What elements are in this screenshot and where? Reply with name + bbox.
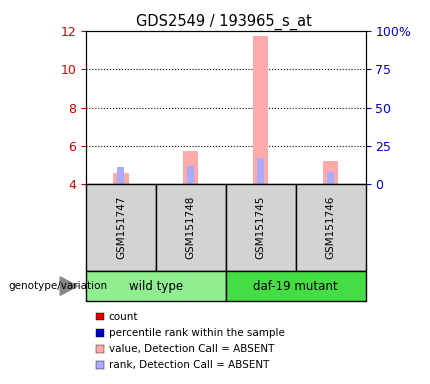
- Bar: [327, 172, 334, 184]
- Bar: [86, 184, 156, 271]
- Bar: [156, 184, 226, 271]
- Bar: [323, 161, 338, 184]
- Text: genotype/variation: genotype/variation: [9, 281, 108, 291]
- Bar: [257, 159, 264, 184]
- Text: count: count: [109, 312, 138, 322]
- Text: GSM151748: GSM151748: [186, 196, 196, 259]
- Bar: [253, 36, 268, 184]
- Text: daf-19 mutant: daf-19 mutant: [253, 280, 338, 293]
- Bar: [95, 345, 104, 353]
- Text: percentile rank within the sample: percentile rank within the sample: [109, 328, 285, 338]
- Bar: [95, 361, 104, 369]
- Text: rank, Detection Call = ABSENT: rank, Detection Call = ABSENT: [109, 360, 269, 370]
- Bar: [226, 184, 296, 271]
- Bar: [86, 271, 226, 301]
- Bar: [183, 151, 199, 184]
- Bar: [117, 167, 124, 184]
- Text: wild type: wild type: [129, 280, 183, 293]
- Text: GSM151747: GSM151747: [116, 196, 126, 259]
- Text: value, Detection Call = ABSENT: value, Detection Call = ABSENT: [109, 344, 274, 354]
- Bar: [226, 271, 366, 301]
- Bar: [113, 173, 129, 184]
- Text: GDS2549 / 193965_s_at: GDS2549 / 193965_s_at: [135, 13, 312, 30]
- Bar: [95, 313, 104, 320]
- Text: GSM151746: GSM151746: [326, 196, 335, 259]
- Bar: [95, 329, 104, 336]
- Text: GSM151745: GSM151745: [256, 196, 266, 259]
- Polygon shape: [60, 277, 77, 295]
- Bar: [296, 184, 366, 271]
- Bar: [187, 166, 194, 184]
